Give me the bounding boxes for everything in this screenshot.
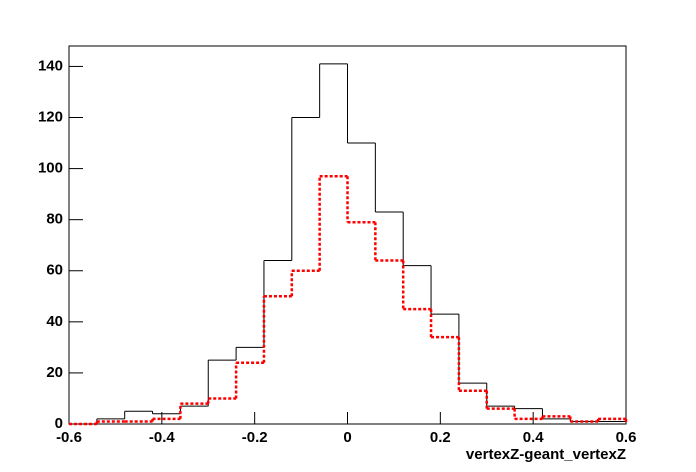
x-tick-label: -0.6 xyxy=(56,429,82,446)
x-tick-label: -0.4 xyxy=(149,429,176,446)
x-tick-label: 0 xyxy=(343,429,351,446)
y-tick-label: 100 xyxy=(38,160,63,177)
y-tick-label: 60 xyxy=(46,262,63,279)
y-tick-label: 140 xyxy=(38,57,63,74)
x-tick-label: 0.6 xyxy=(616,429,637,446)
x-tick-label: 0.4 xyxy=(523,429,545,446)
y-tick-label: 120 xyxy=(38,108,63,125)
y-tick-label: 80 xyxy=(46,211,63,228)
x-axis-label: vertexZ-geant_vertexZ xyxy=(466,446,626,463)
y-tick-label: 20 xyxy=(46,364,63,381)
y-tick-label: 40 xyxy=(46,313,63,330)
x-tick-label: -0.2 xyxy=(242,429,268,446)
x-tick-label: 0.2 xyxy=(430,429,451,446)
histogram-riser xyxy=(95,176,628,424)
y-tick-label: 0 xyxy=(55,415,63,432)
